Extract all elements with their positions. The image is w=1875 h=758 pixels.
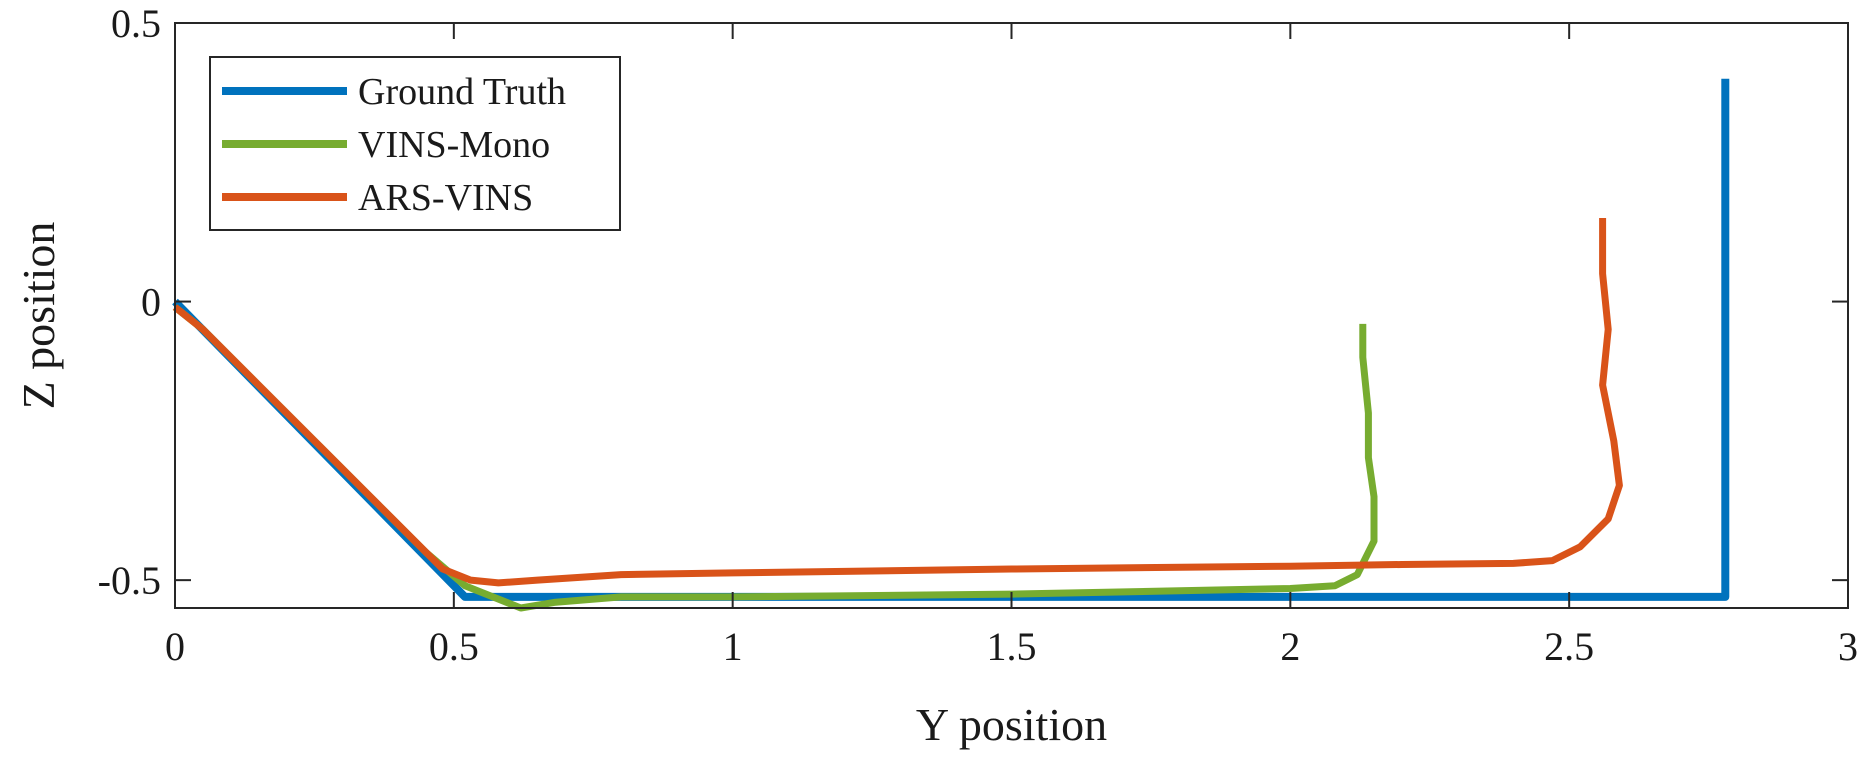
x-tick-label: 1.5	[987, 624, 1037, 669]
x-tick-label: 2.5	[1544, 624, 1594, 669]
series-line-vins-mono	[172, 304, 1378, 612]
x-tick-label: 1	[723, 624, 743, 669]
y-axis-title: Z position	[13, 222, 64, 410]
x-tick-label: 2	[1280, 624, 1300, 669]
x-axis-title: Y position	[916, 699, 1107, 750]
legend-label-vins-mono: VINS-Mono	[358, 124, 550, 166]
x-tick-label: 0.5	[429, 624, 479, 669]
y-tick-label: 0	[141, 280, 161, 325]
series-line-ars-vins	[172, 218, 1623, 587]
ticks-layer: 0 0.5 1 1.5 2 2.5 3-0.500.5	[98, 1, 1858, 669]
legend-label-ars-vins: ARS-VINS	[358, 177, 533, 219]
legend-label-ground-truth: Ground Truth	[358, 71, 566, 113]
legend: Ground Truth VINS-Mono ARS-VINS	[209, 56, 621, 231]
x-tick-label: 0	[165, 624, 185, 669]
y-tick-label: 0.5	[111, 1, 161, 46]
x-tick-label: 3	[1838, 624, 1858, 669]
y-tick-label: -0.5	[98, 558, 161, 603]
